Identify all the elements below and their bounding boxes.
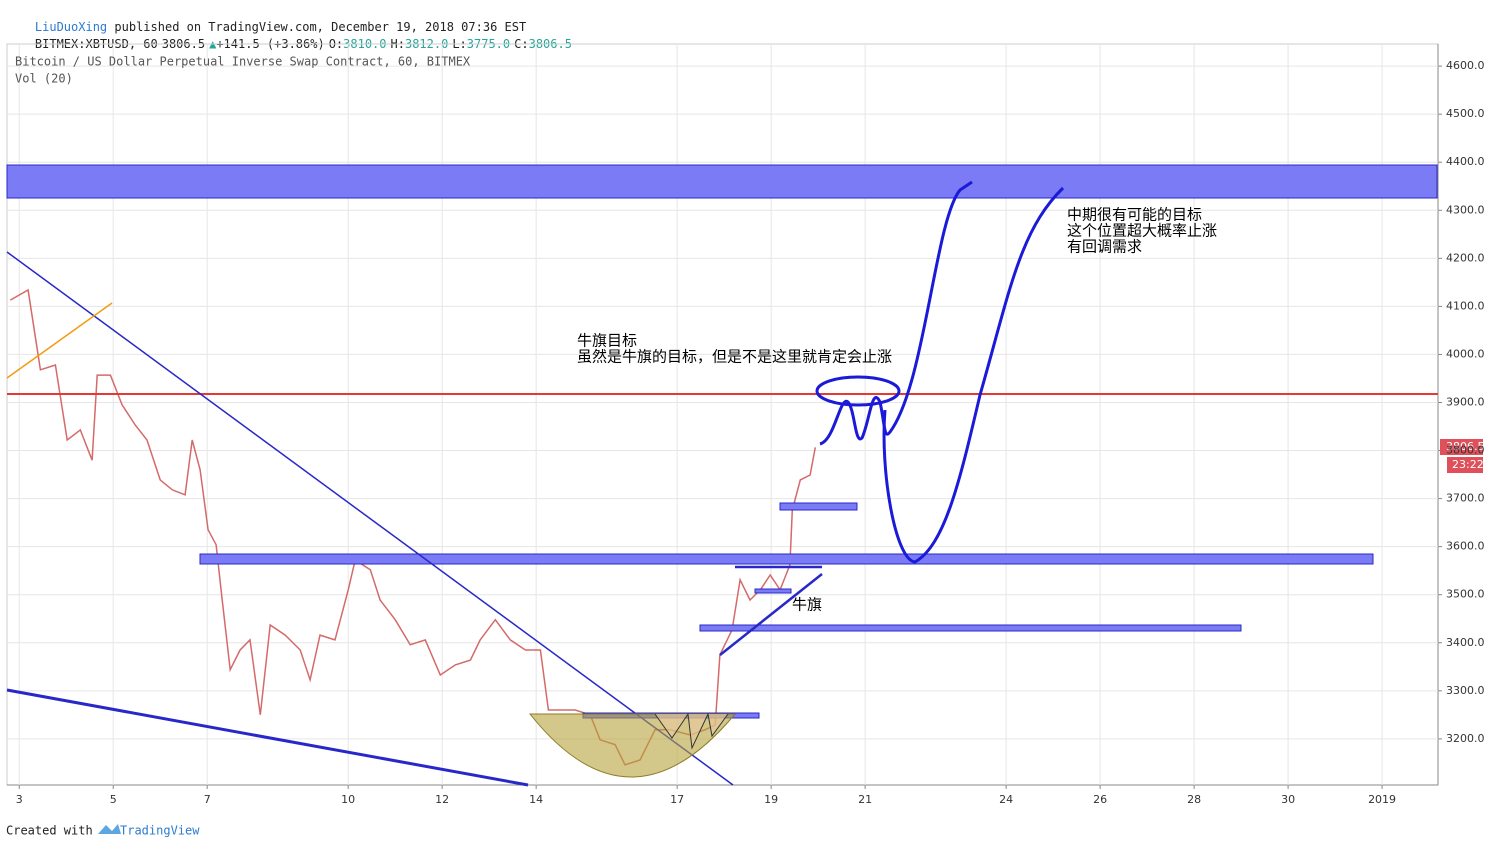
cup-shape (528, 713, 737, 778)
zone (199, 553, 1374, 565)
time-label: 23:22 (1452, 458, 1484, 471)
y-tick-label: 4000.0 (1446, 347, 1485, 360)
x-tick-label: 5 (110, 793, 117, 806)
legend-title: Bitcoin / US Dollar Perpetual Inverse Sw… (15, 55, 471, 69)
x-tick-label: 3 (16, 793, 23, 806)
flag-line (719, 573, 823, 656)
drawings (6, 164, 1438, 787)
x-tick-label: 21 (858, 793, 872, 806)
y-tick-label: 3800.0 (1446, 444, 1485, 457)
x-tick-label: 26 (1093, 793, 1107, 806)
price-line (9, 288, 817, 766)
y-tick-label: 3900.0 (1446, 395, 1485, 408)
brand-logo (98, 824, 121, 834)
y-tick-label: 3700.0 (1446, 492, 1485, 505)
x-tick-label: 19 (764, 793, 778, 806)
zone (699, 624, 1242, 632)
annotation: 牛旗 (792, 596, 822, 614)
y-tick-label: 3500.0 (1446, 588, 1485, 601)
x-tick-label: 30 (1281, 793, 1295, 806)
y-tick-label: 3200.0 (1446, 732, 1485, 745)
x-tick-label: 7 (204, 793, 211, 806)
brand[interactable]: TradingView (120, 824, 200, 838)
series-layer (9, 288, 817, 766)
y-tick-label: 3600.0 (1446, 540, 1485, 553)
published: published on TradingView.com, December 1… (114, 20, 527, 34)
annotation: 虽然是牛旗的目标，但是不是这里就肯定会止涨 (577, 348, 892, 366)
y-tick-label: 3300.0 (1446, 684, 1485, 697)
y-tick-label: 3400.0 (1446, 636, 1485, 649)
target-ellipse (815, 375, 901, 407)
annotation: 中期很有可能的目标 (1067, 206, 1202, 224)
price-tag (1440, 439, 1483, 455)
trend-line (6, 302, 113, 379)
grid (7, 44, 1442, 789)
indicator-label: Vol (20) (15, 72, 73, 86)
plot-frame (6, 43, 1439, 786)
zone (6, 164, 1438, 199)
forecast-path (882, 186, 1065, 564)
pattern-marks (654, 712, 729, 750)
annotation: 有回调需求 (1067, 238, 1142, 256)
time-tag (1447, 457, 1483, 473)
y-tick-label: 4500.0 (1446, 107, 1485, 120)
price-label: 3806.5 (1446, 440, 1485, 453)
zone (754, 588, 792, 594)
trend-line (6, 251, 734, 786)
header-line: LiuDuoXing published on TradingView.com,… (6, 6, 530, 48)
x-tick-label: 24 (999, 793, 1013, 806)
x-tick-label: 2019 (1368, 793, 1396, 806)
trend-line (6, 688, 529, 787)
y-tick-label: 4100.0 (1446, 299, 1485, 312)
x-tick-label: 14 (529, 793, 543, 806)
footer: Created with (6, 824, 93, 838)
annotation: 牛旗目标 (577, 332, 637, 350)
x-tick-label: 12 (435, 793, 449, 806)
y-tick-label: 4300.0 (1446, 203, 1485, 216)
x-tick-label: 10 (341, 793, 355, 806)
zone (779, 502, 858, 511)
x-tick-label: 28 (1187, 793, 1201, 806)
author[interactable]: LiuDuoXing (34, 20, 108, 34)
y-tick-label: 4600.0 (1446, 59, 1485, 72)
annotation: 这个位置超大概率止涨 (1067, 222, 1217, 240)
y-tick-label: 4200.0 (1446, 251, 1485, 264)
x-tick-label: 17 (670, 793, 684, 806)
y-tick-label: 4400.0 (1446, 155, 1485, 168)
